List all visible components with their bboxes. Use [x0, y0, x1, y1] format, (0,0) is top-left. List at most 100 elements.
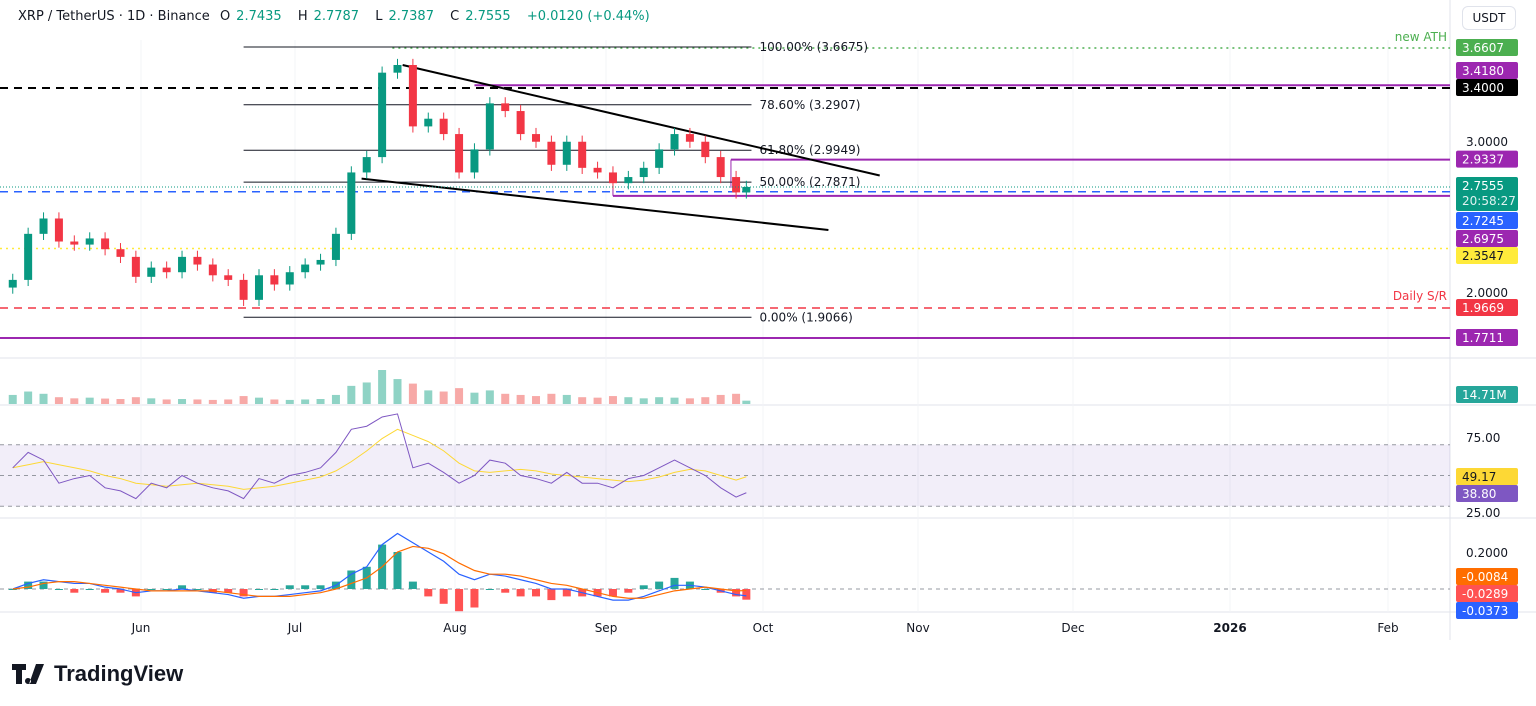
- candle-body: [742, 186, 751, 193]
- macd-histogram-bar: [347, 570, 356, 589]
- volume-bar: [8, 394, 17, 404]
- macd-histogram-bar: [239, 589, 248, 597]
- new-ath-annotation: new ATH: [1395, 30, 1447, 44]
- candle-body: [516, 111, 525, 135]
- signal-line: [12, 545, 747, 599]
- macd-histogram-bar: [224, 589, 233, 593]
- open-label: O: [219, 9, 231, 24]
- volume-bar: [178, 399, 187, 404]
- macd-histogram-bar: [455, 589, 464, 612]
- candle-body: [393, 64, 402, 73]
- macd-histogram-bar: [8, 589, 17, 590]
- symbol-title[interactable]: XRP / TetherUS · 1D · Binance: [18, 9, 210, 24]
- volume-bar: [24, 391, 33, 404]
- fib-level-label: 100.00% (3.6675): [759, 40, 868, 54]
- volume-bar: [193, 399, 202, 404]
- macd-label: -0.0289: [1462, 587, 1508, 601]
- price-label-bg: [1456, 39, 1518, 56]
- volume-bar: [593, 397, 602, 404]
- daily-sr-annotation: Daily S/R: [1393, 289, 1447, 303]
- volume-bar: [331, 394, 340, 404]
- candle-body: [224, 275, 233, 280]
- macd-histogram-bar: [501, 589, 510, 593]
- volume-bar: [455, 388, 464, 404]
- macd-histogram-bar: [193, 589, 202, 590]
- price-label-bg: [1456, 230, 1518, 247]
- volume-bar: [685, 398, 694, 404]
- macd-histogram-bar: [639, 585, 648, 589]
- tradingview-logo[interactable]: TradingView: [12, 661, 183, 687]
- volume-bar: [562, 394, 571, 404]
- volume-bar: [285, 399, 294, 404]
- time-axis-label: Feb: [1377, 621, 1398, 635]
- volume-bar: [162, 399, 171, 404]
- volume-bar: [624, 397, 633, 404]
- wedge-trendline: [402, 64, 880, 177]
- tradingview-logo-icon: [12, 664, 44, 684]
- macd-histogram-bar: [470, 589, 479, 608]
- candle-body: [131, 256, 140, 277]
- volume-bar: [670, 397, 679, 404]
- candle-body: [347, 172, 356, 234]
- low-value: 2.7387: [388, 9, 434, 24]
- candle-body: [116, 249, 125, 257]
- time-axis-label: Jul: [287, 621, 302, 635]
- macd-histogram-bar: [70, 589, 79, 593]
- candle-body: [331, 233, 340, 260]
- candle-body: [254, 275, 263, 300]
- volume-bar: [208, 399, 217, 404]
- volume-bar: [239, 396, 248, 404]
- macd-histogram-bar: [85, 589, 94, 590]
- volume-bar: [224, 399, 233, 404]
- candle-body: [301, 264, 310, 273]
- volume-bar: [424, 390, 433, 404]
- candle-body: [54, 218, 63, 242]
- volume-bar: [254, 397, 263, 404]
- price-change: +0.0120 (+0.44%): [526, 9, 650, 24]
- time-axis-label: Oct: [753, 621, 774, 635]
- open-value: 2.7435: [236, 9, 282, 24]
- price-label: 1.7711: [1462, 331, 1504, 345]
- volume-bar: [85, 397, 94, 404]
- currency-button[interactable]: USDT: [1462, 6, 1516, 30]
- volume-bar: [116, 399, 125, 404]
- candle-body: [701, 141, 710, 158]
- candle-body: [608, 172, 617, 184]
- volume-bar: [54, 397, 63, 404]
- ohlc-high: H 2.7787: [298, 9, 365, 24]
- volume-bar: [501, 393, 510, 404]
- volume-bar: [470, 392, 479, 404]
- candle-body: [39, 218, 48, 234]
- macd-histogram-bar: [516, 589, 525, 597]
- price-label: 3.4180: [1462, 64, 1504, 78]
- macd-histogram-bar: [608, 589, 617, 597]
- candle-body: [24, 233, 33, 280]
- rsi-ma-label: 49.17: [1462, 470, 1496, 484]
- price-label: 1.9669: [1462, 301, 1504, 315]
- macd-histogram-bar: [301, 585, 310, 589]
- price-label: 2.9337: [1462, 153, 1504, 167]
- macd-histogram-bar: [670, 577, 679, 589]
- time-axis-label: Sep: [595, 621, 618, 635]
- macd-histogram-bar: [408, 581, 417, 589]
- candle-body: [147, 267, 156, 277]
- rsi-ma-label-bg: [1456, 468, 1518, 485]
- ohlc-open: O 2.7435: [220, 9, 288, 24]
- macd-histogram-bar: [424, 589, 433, 597]
- rsi-label: 38.80: [1462, 487, 1496, 501]
- volume-bar: [301, 399, 310, 404]
- time-axis-label: Aug: [443, 621, 466, 635]
- close-value: 2.7555: [465, 9, 511, 24]
- macd-histogram-bar: [162, 589, 171, 590]
- macd-histogram-bar: [178, 585, 187, 589]
- macd-histogram-bar: [316, 585, 325, 589]
- price-label-bg: [1456, 79, 1518, 97]
- price-label-bg: [1456, 150, 1518, 168]
- macd-label-bg: [1456, 568, 1518, 585]
- volume-bar: [101, 398, 110, 404]
- macd-line: [12, 532, 747, 601]
- price-label: 2.7245: [1462, 214, 1504, 228]
- volume-bar: [362, 382, 371, 404]
- time-axis-label: Dec: [1061, 621, 1084, 635]
